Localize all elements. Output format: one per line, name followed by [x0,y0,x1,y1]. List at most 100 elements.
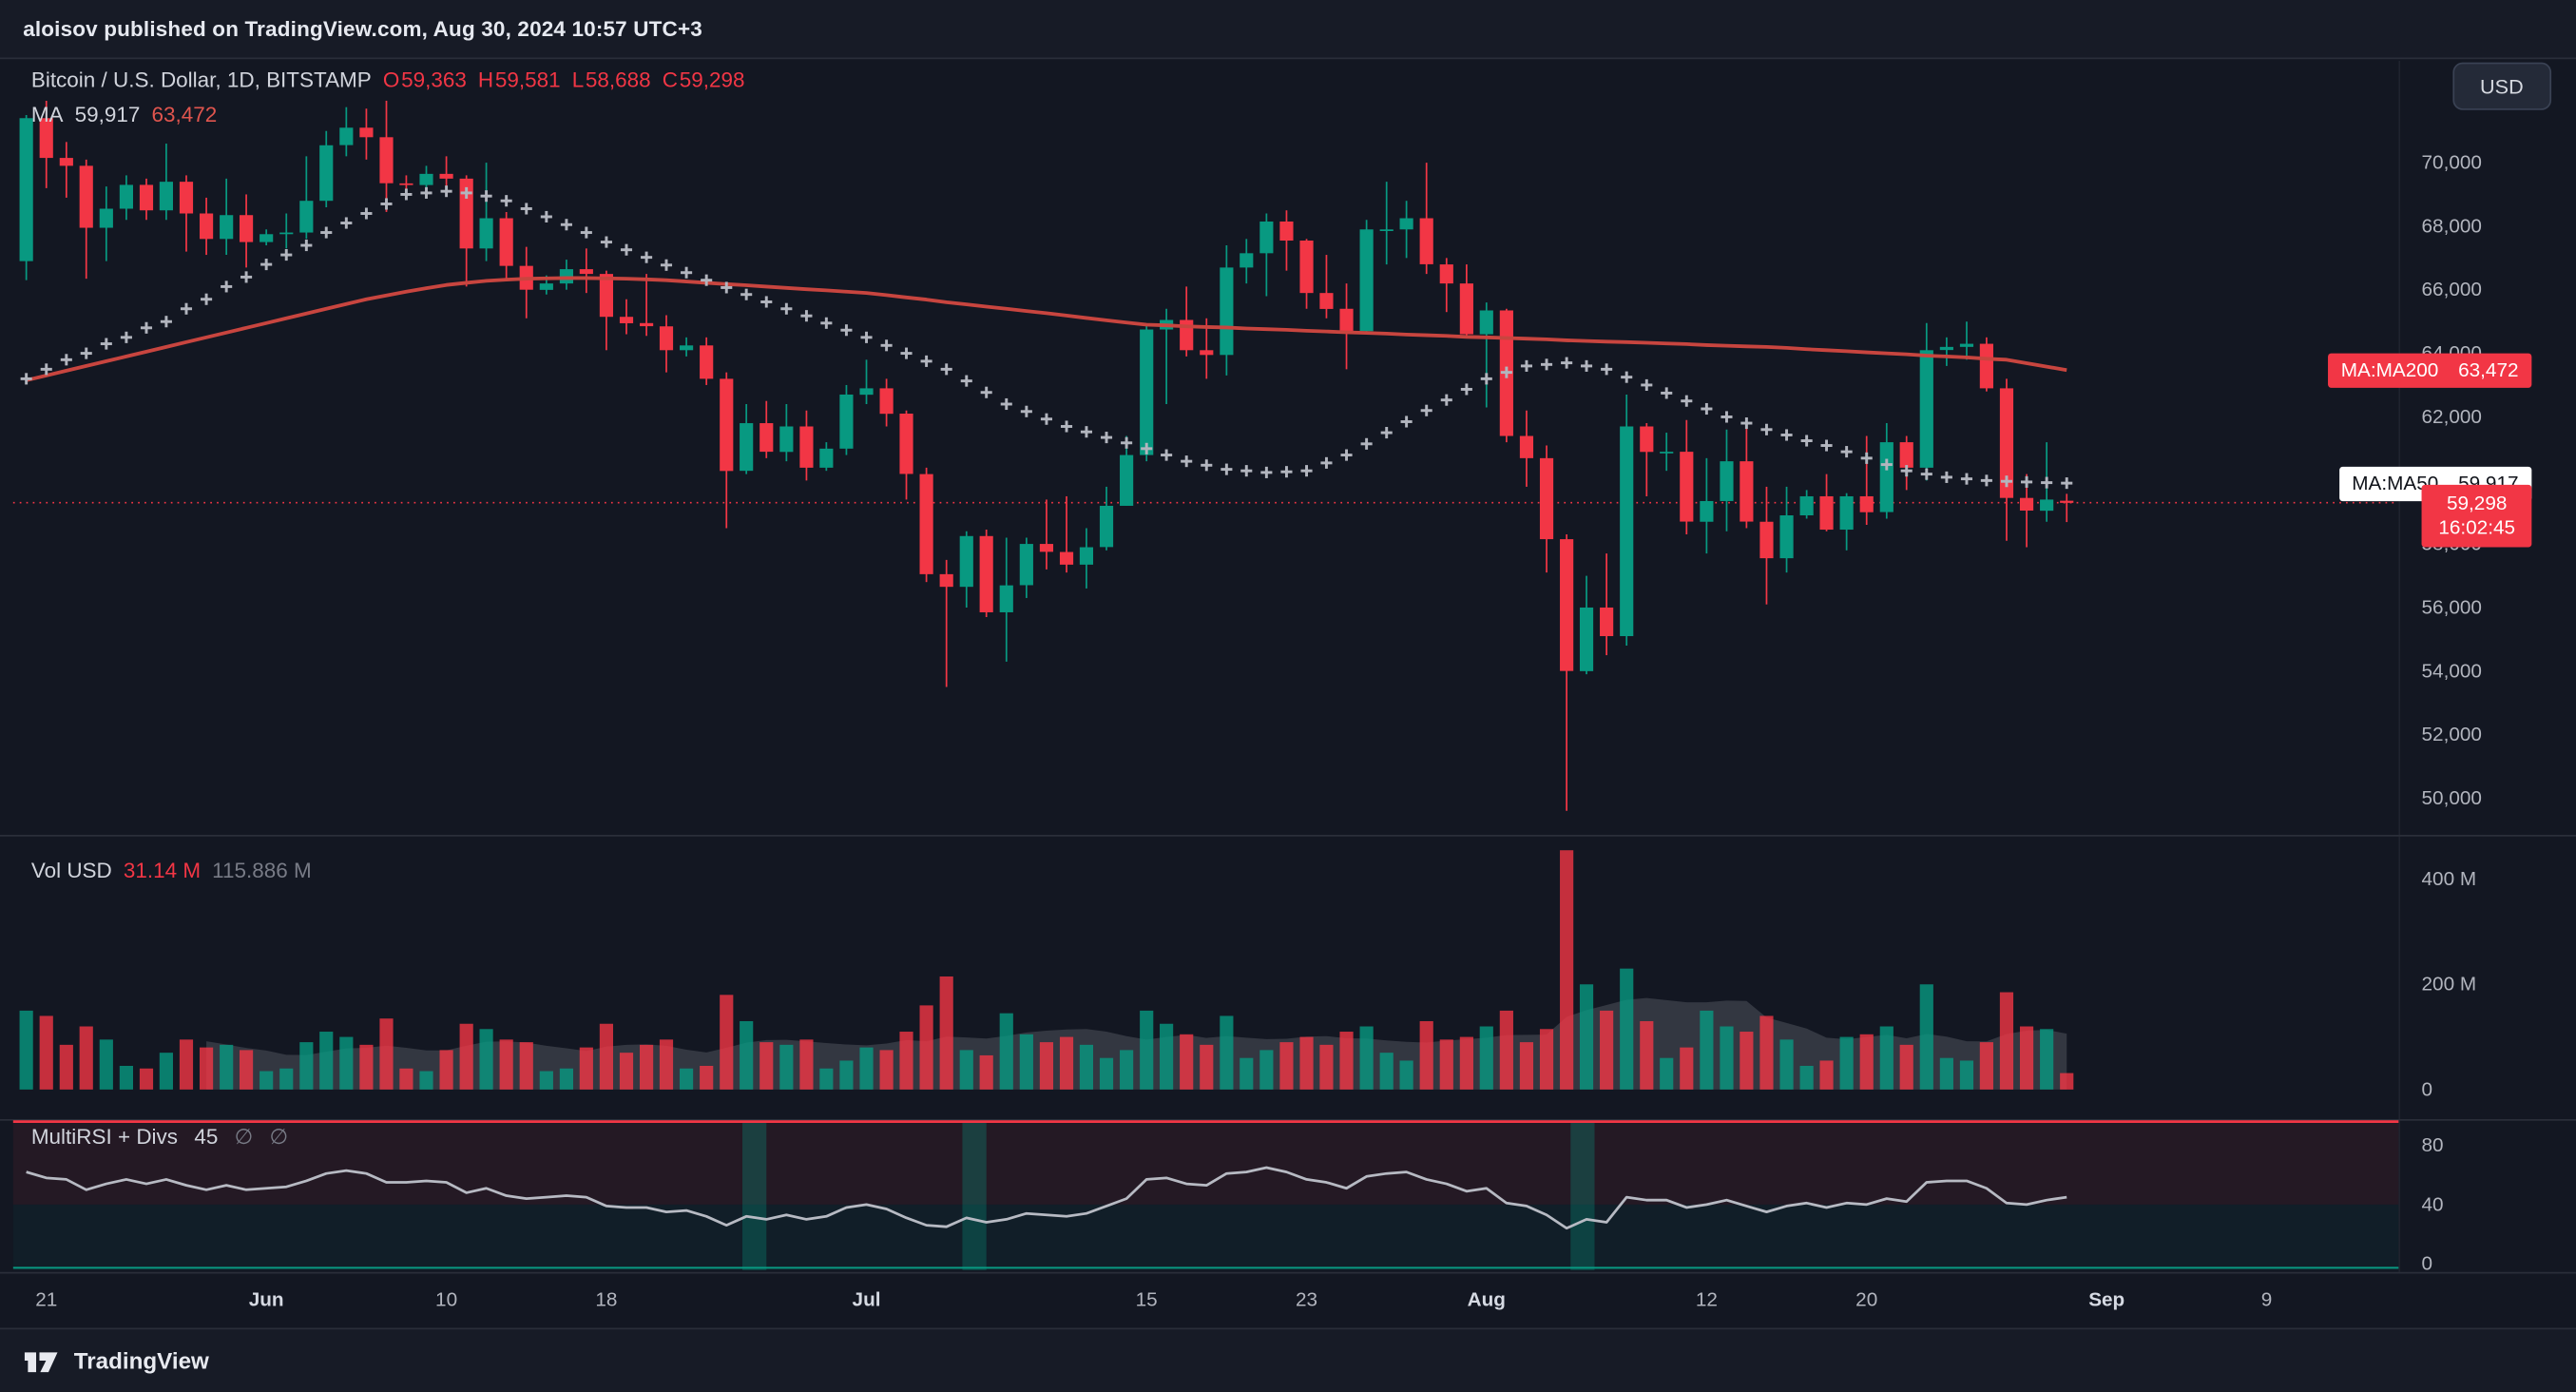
volume-bar [859,1047,874,1090]
volume-bar [1399,1060,1413,1090]
volume-legend: Vol USD 31.14 M 115.886 M [31,858,312,882]
candle-body [239,215,254,242]
volume-bar [919,1005,933,1090]
rsi-current-value: 45 [194,1124,219,1150]
price-axis-label: 52,000 [2422,724,2482,745]
candle-body [1339,308,1354,332]
volume-bar [539,1071,553,1090]
bar-countdown: 16:02:45 [2438,516,2516,540]
volume-bar [1939,1057,1953,1090]
candle-body [1299,241,1314,294]
tradingview-brand-link[interactable] [21,1344,60,1378]
candle-body [1740,461,1754,522]
candle-body [2019,497,2034,511]
volume-bar [359,1044,374,1090]
candle-body [199,213,214,240]
candle-body [1799,495,1814,516]
candle-body [99,208,113,228]
volume-bar [1259,1050,1274,1090]
candle-body [1439,264,1453,284]
candle-body [740,423,754,472]
price-axis-label: 62,000 [2422,406,2482,428]
volume-bar [1079,1044,1094,1090]
volume-bar [1059,1036,1074,1090]
candle-body [1919,350,1933,468]
volume-bar [1160,1023,1174,1090]
time-axis-label: 23 [1296,1289,1317,1311]
ma200-price-badge: MA:MA200 63,472 [2327,353,2532,388]
volume-bar [1620,968,1634,1090]
candle-body [279,232,294,235]
rsi-line [26,1166,2067,1230]
volume-bar [1959,1060,1974,1090]
volume-bar [1200,1044,1214,1090]
volume-bar [1099,1057,1114,1090]
volume-bar [879,1050,894,1090]
candle-body [1059,551,1074,565]
candle-body [959,535,973,588]
volume-bar [1319,1044,1334,1090]
volume-bar [899,1032,913,1090]
volume-bar [1359,1026,1374,1090]
candle-body [1899,442,1913,468]
volume-legend-label: Vol USD [30,858,112,883]
price-axis-label: 70,000 [2422,152,2482,174]
volume-bar [1560,850,1574,1090]
rsi-divergence-flag-icon: ∅ [269,1124,289,1150]
volume-bar [720,995,734,1090]
candle-body [1700,500,1714,522]
brand-name[interactable]: TradingView [73,1347,209,1374]
volume-bar [1479,1026,1493,1090]
candle-body [1399,218,1413,230]
volume-bar [1459,1036,1473,1090]
ma200-badge-value: 63,472 [2458,358,2519,382]
volume-bar [1039,1042,1054,1090]
candle-body [779,426,794,453]
candle-body [859,388,874,396]
candle-body [819,448,834,468]
volume-bar [1019,1034,1033,1090]
candle-body [1019,544,1033,586]
candle-body [979,535,993,612]
candle-body [1379,229,1394,232]
volume-bar [179,1039,194,1090]
candle-body [799,426,814,468]
volume-bar [640,1044,654,1090]
volume-bar [1979,1042,1993,1090]
candle-body [579,269,593,275]
candle-body [59,158,73,166]
currency-toggle-usd[interactable]: USD [2451,62,2552,110]
candle-body [759,423,774,453]
candle-body [999,585,1013,612]
ma200-value: 63,472 [151,102,218,127]
ohlc-high: H 59,581 [477,67,561,92]
volume-bar [579,1047,593,1090]
volume-bar [1499,1010,1513,1090]
tradingview-logo-icon [24,1352,58,1373]
volume-bar [1999,992,2014,1090]
candle-body [499,218,513,266]
volume-bar [299,1042,314,1090]
publish-info-bar: aloisov published on TradingView.com, Au… [0,0,2576,60]
time-axis-label: 20 [1855,1289,1877,1311]
candle-body [1240,253,1254,268]
candle-body [1979,343,1993,389]
rsi-upper-zone [12,1120,2399,1205]
candle-body [2040,499,2054,512]
candle-body [359,127,374,138]
candle-body [680,345,694,351]
candle-body [1620,426,1634,637]
candle-body [599,274,614,318]
volume-axis-label: 200 M [2422,974,2477,996]
candle-body [619,317,634,323]
volume-bar [39,1015,53,1090]
candle-body [159,182,173,211]
volume-bar [1600,1010,1614,1090]
volume-bar [519,1042,533,1090]
currency-toggle-label: USD [2480,74,2524,98]
time-axis-label: Jul [853,1289,881,1311]
candle-body [1319,293,1334,309]
candle-body [1999,388,2014,498]
candle-body [1279,221,1294,242]
